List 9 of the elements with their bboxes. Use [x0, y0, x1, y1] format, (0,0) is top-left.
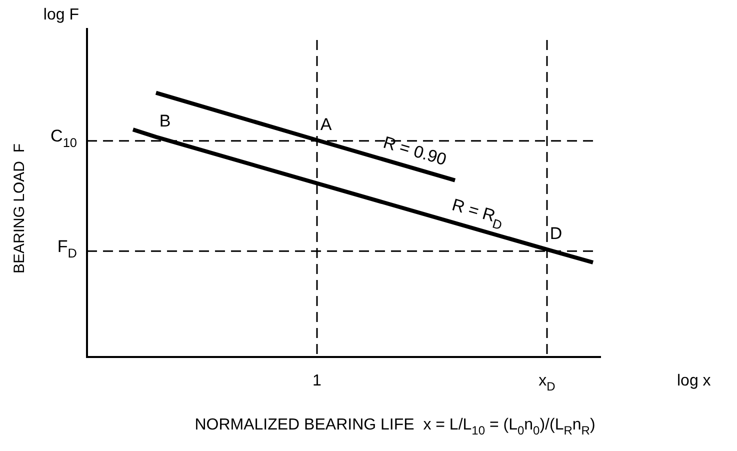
text: log F	[43, 6, 80, 24]
y-axis-title: BEARING LOAD F	[11, 143, 28, 274]
text: R = RD	[450, 195, 504, 233]
annotation: D	[550, 224, 562, 244]
x-tick-label: 1	[312, 372, 322, 390]
annotation: B	[159, 112, 171, 131]
text: log x	[677, 372, 711, 390]
annotation: A	[320, 114, 332, 134]
text: R = 0.90	[381, 132, 449, 170]
